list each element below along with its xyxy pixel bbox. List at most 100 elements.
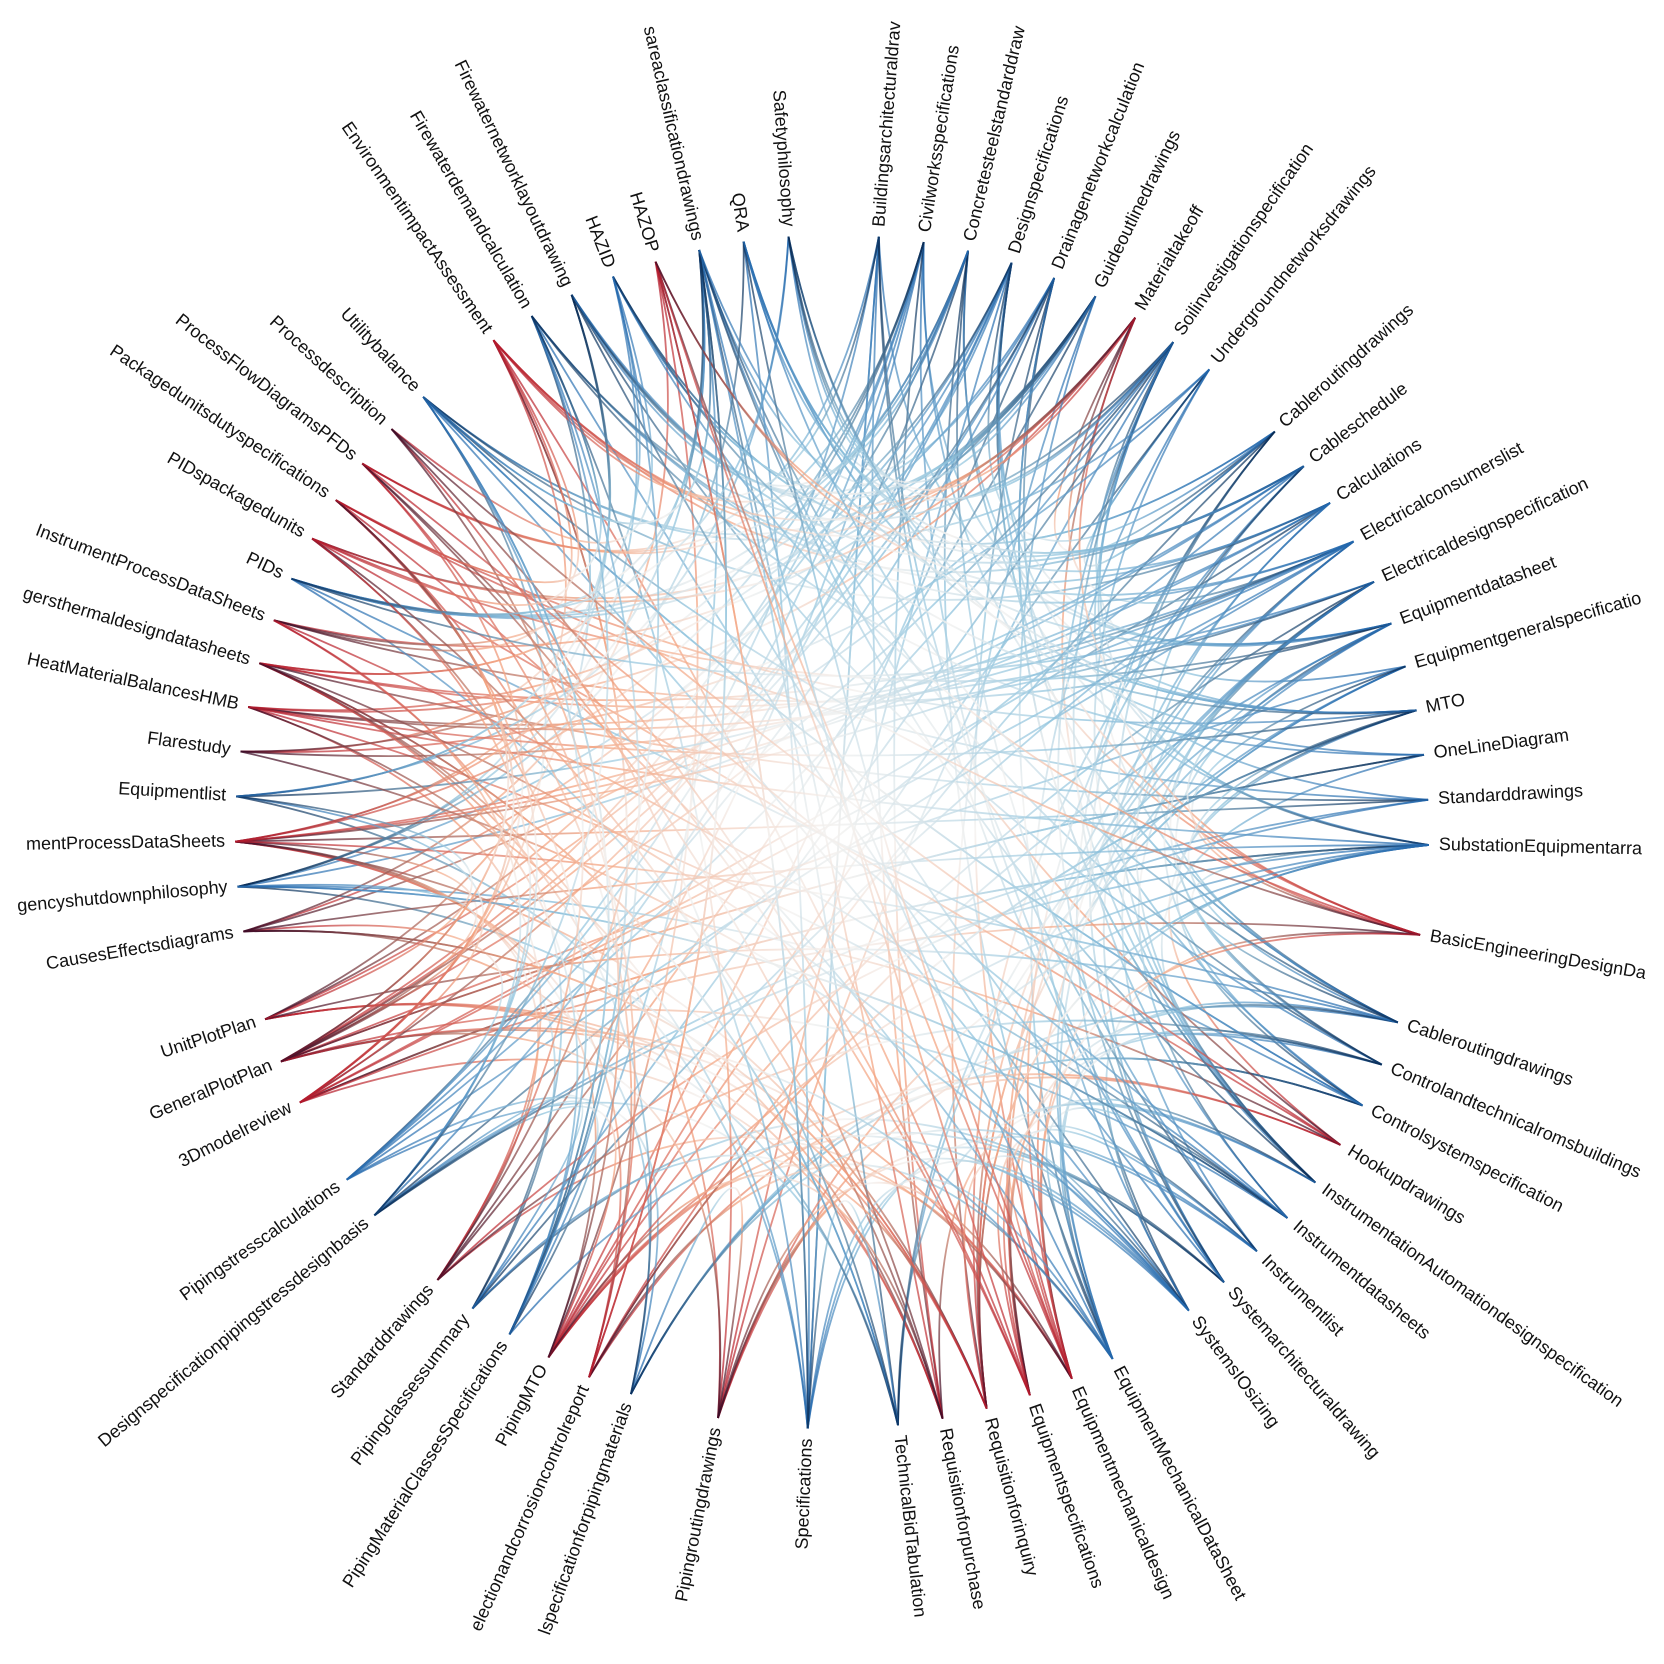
edge xyxy=(259,662,1190,1312)
edge xyxy=(273,619,1392,703)
node-label: Flarestudy xyxy=(146,728,232,759)
edge xyxy=(240,750,1190,1312)
edge xyxy=(264,948,1399,1024)
edge xyxy=(373,1094,584,1310)
edge xyxy=(1026,465,1305,1379)
edge xyxy=(698,249,944,1419)
edge xyxy=(235,840,478,1063)
edge xyxy=(235,502,1331,843)
edge xyxy=(311,339,580,606)
edge xyxy=(280,341,1174,1063)
node-label: MTO xyxy=(1424,689,1467,717)
edge xyxy=(508,315,641,1335)
node-label: CausesEffectsdiagrams xyxy=(45,922,235,973)
edge xyxy=(247,706,1288,1219)
edge xyxy=(972,465,1305,1409)
edge xyxy=(335,499,633,1378)
edge xyxy=(987,262,1276,542)
node-label: Pipingroutingdrawings xyxy=(671,1426,724,1604)
edge xyxy=(235,840,597,1358)
node-label: electionandcorrosioncontrolreport xyxy=(466,1382,593,1634)
edge xyxy=(361,462,1288,1219)
edge xyxy=(897,622,1392,1426)
edge xyxy=(530,315,1174,522)
edge xyxy=(373,465,1305,1217)
edge xyxy=(311,317,1136,603)
edge xyxy=(248,317,1136,713)
node-label: Standarddrawings xyxy=(1437,780,1583,808)
edge xyxy=(938,1102,1316,1419)
edge xyxy=(335,499,1417,725)
edge xyxy=(346,1096,659,1395)
edge xyxy=(1059,1029,1383,1360)
edge xyxy=(248,580,1375,731)
edge xyxy=(436,295,1097,1281)
edge xyxy=(436,241,925,1281)
edge xyxy=(299,540,1355,1104)
edge xyxy=(243,929,988,1409)
edge xyxy=(346,277,1056,1181)
edge xyxy=(717,1005,1398,1419)
edge xyxy=(248,262,1013,712)
edge xyxy=(280,241,925,1063)
edge xyxy=(978,844,1430,1409)
edge xyxy=(717,1181,1073,1419)
edge xyxy=(612,276,1417,715)
edge xyxy=(422,396,1364,1107)
node-label: HAZOP xyxy=(626,190,663,255)
edge xyxy=(235,795,473,1021)
edge xyxy=(361,462,1031,1396)
edge xyxy=(335,499,1114,1360)
node-label: Civilworksspecifications xyxy=(914,44,963,234)
node-label: Firewaterdemandcalculation xyxy=(406,107,537,312)
edge xyxy=(530,315,1354,604)
edge xyxy=(547,277,1056,1358)
node-label: Drainagenetworkcalculation xyxy=(1047,59,1148,272)
node-label: PipingMTO xyxy=(491,1361,551,1449)
node-label: Controlandtechnicalromsbuildings xyxy=(1388,1058,1645,1182)
edge xyxy=(698,249,1383,1066)
edge xyxy=(630,1187,744,1419)
node-label: BasicEngineeringDesignDa xyxy=(1428,926,1648,984)
edge xyxy=(273,619,1288,1219)
edge xyxy=(235,840,1399,1024)
edge xyxy=(280,262,1013,1063)
edge xyxy=(787,236,1417,714)
node-label: UnitPlotPlan xyxy=(158,1012,258,1062)
edge xyxy=(335,315,602,584)
edge xyxy=(742,241,810,1429)
edge xyxy=(240,368,1210,753)
edge xyxy=(698,249,1031,1396)
edge xyxy=(390,428,1031,1396)
edge xyxy=(471,502,1331,1310)
edge xyxy=(787,236,1136,491)
edge xyxy=(1030,368,1211,1360)
edge xyxy=(956,250,1258,1252)
node-label: SubstationEquipmentarra xyxy=(1439,834,1644,858)
edge xyxy=(243,844,1429,933)
edge xyxy=(436,276,660,1281)
labels: Buildingsarchitecturaldrav Civilworksspec… xyxy=(16,21,1648,1638)
edge xyxy=(1169,581,1383,1066)
edge xyxy=(361,462,944,1419)
edge xyxy=(1007,581,1375,1396)
edge xyxy=(806,1199,899,1429)
edge xyxy=(1135,502,1331,1184)
edge xyxy=(346,341,1174,1181)
node-label: Requisitionforpurchase xyxy=(936,1426,990,1611)
edge xyxy=(570,294,1383,1066)
edge xyxy=(390,276,653,544)
edge xyxy=(1186,622,1421,936)
edge xyxy=(235,840,540,1281)
edge xyxy=(291,236,790,616)
edge xyxy=(630,1128,1258,1395)
edge xyxy=(299,1058,944,1419)
edge xyxy=(361,250,969,554)
node-label: HeatMaterialBalancesHMB xyxy=(25,649,240,714)
edge xyxy=(612,276,1421,936)
edge xyxy=(570,294,1097,501)
edge xyxy=(654,261,809,1429)
edge xyxy=(698,249,1316,1184)
edge xyxy=(243,924,504,1181)
